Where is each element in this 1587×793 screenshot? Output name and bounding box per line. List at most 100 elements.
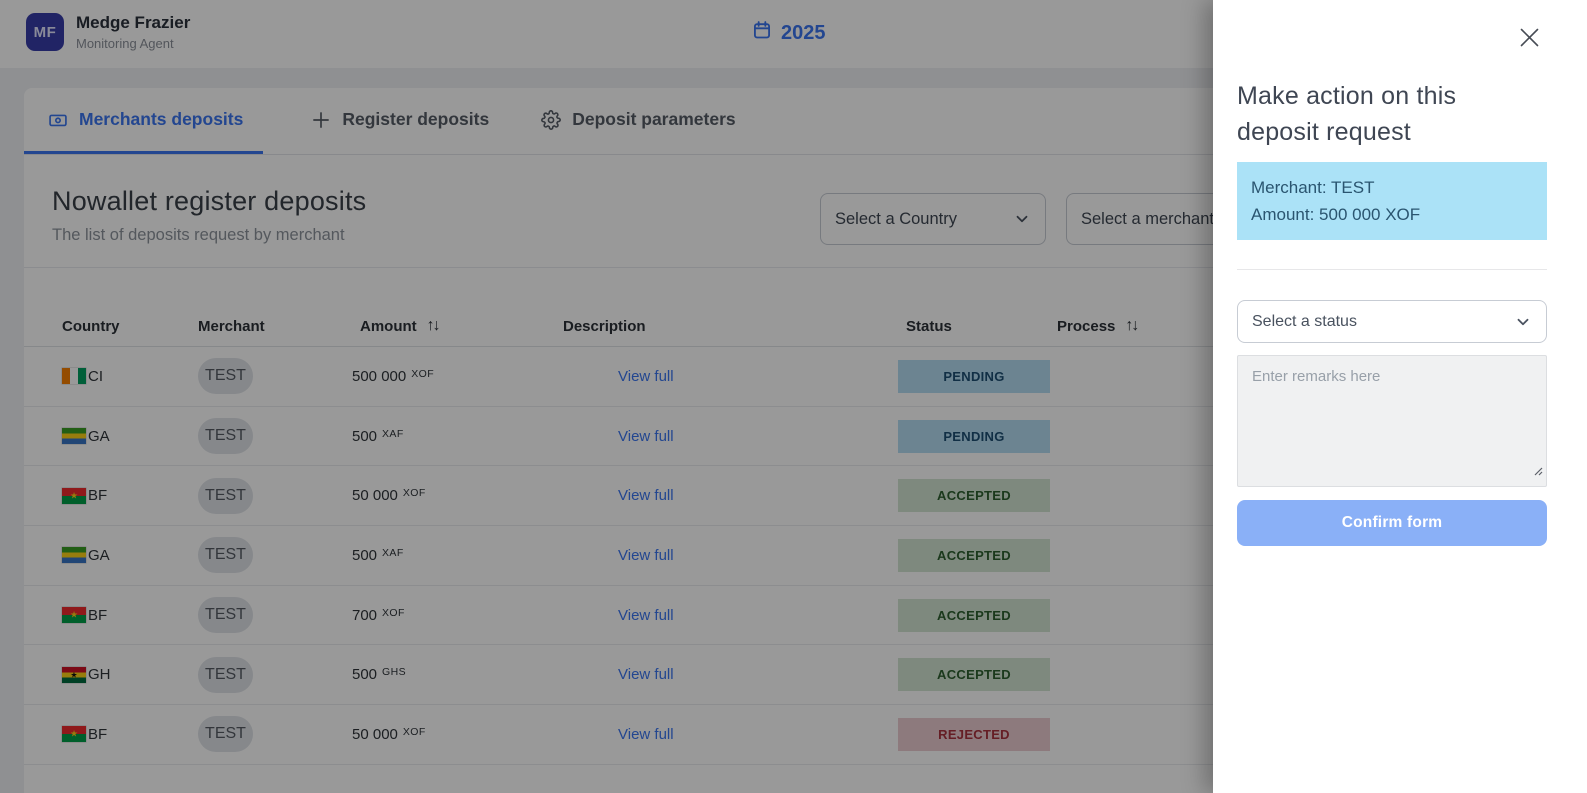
status-cell: ACCEPTED	[898, 538, 1057, 572]
merchant-pill: TEST	[198, 597, 253, 634]
description-cell: View full	[555, 368, 898, 385]
status-badge: ACCEPTED	[898, 658, 1050, 692]
country-code: BF	[88, 606, 108, 624]
amount-cell: 500 GHS	[352, 666, 555, 683]
merchant-pill: TEST	[198, 656, 253, 693]
year-picker[interactable]: 2025	[752, 20, 826, 46]
merchant-select-value: Select a merchant	[1081, 209, 1214, 228]
view-full-link[interactable]: View full	[618, 487, 674, 505]
table-row: BF TEST 50 000 XOF View full REJECTED	[24, 705, 1587, 765]
sort-process-icon[interactable]: ↑↓	[1125, 317, 1139, 334]
amount-value: 500 000	[352, 367, 407, 385]
amount-cell: 50 000 XOF	[352, 726, 555, 743]
country-flag-icon	[62, 428, 86, 445]
chevron-down-icon	[1514, 313, 1532, 331]
merchant-cell: TEST	[198, 537, 352, 574]
year-label: 2025	[781, 21, 826, 44]
tab-label: Merchants deposits	[79, 109, 244, 129]
country-select[interactable]: Select a Country	[820, 193, 1046, 245]
merchant-pill: TEST	[198, 358, 253, 395]
country-flag-icon	[62, 368, 86, 385]
merchant-cell: TEST	[198, 597, 352, 634]
amount-cell: 700 XOF	[352, 607, 555, 624]
view-full-link[interactable]: View full	[618, 367, 674, 385]
table-row: GH TEST 500 GHS View full ACCEPTED	[24, 645, 1587, 706]
currency-code: XAF	[382, 546, 404, 559]
calendar-icon	[752, 20, 772, 46]
country-code: GA	[88, 546, 110, 564]
view-full-link[interactable]: View full	[618, 725, 674, 743]
country-cell: GH	[62, 666, 198, 683]
currency-code: XOF	[382, 606, 405, 619]
country-code: BF	[88, 487, 108, 505]
info-merchant-line: Merchant: TEST	[1251, 178, 1375, 197]
amount-value: 50 000	[352, 725, 398, 743]
view-full-link[interactable]: View full	[618, 606, 674, 624]
country-code: GH	[88, 666, 111, 684]
tab-merchants-deposits[interactable]: Merchants deposits	[24, 88, 264, 154]
view-full-link[interactable]: View full	[618, 427, 674, 445]
table-row: GA TEST 500 XAF View full PENDING	[24, 407, 1587, 467]
column-header-description: Description	[563, 317, 646, 335]
view-full-link[interactable]: View full	[618, 546, 674, 564]
confirm-form-button[interactable]: Confirm form	[1237, 500, 1547, 546]
column-header-status: Status	[906, 317, 952, 335]
status-select[interactable]: Select a status	[1237, 300, 1547, 343]
status-cell: PENDING	[898, 419, 1057, 453]
country-cell: CI	[62, 368, 198, 385]
currency-code: XOF	[402, 487, 426, 500]
sort-amount-icon[interactable]: ↑↓	[426, 317, 441, 334]
close-icon[interactable]	[1518, 26, 1541, 49]
remarks-textarea[interactable]	[1237, 355, 1547, 487]
table-row: CI TEST 500 000 XOF View full PENDING	[24, 347, 1587, 407]
page-subtitle: The list of deposits request by merchant	[52, 226, 345, 244]
merchant-pill: TEST	[198, 537, 253, 574]
currency-code: XOF	[411, 367, 435, 380]
deposits-table: Country Merchant Amount ↑↓ Description S…	[24, 306, 1587, 765]
country-select-value: Select a Country	[835, 209, 957, 228]
amount-value: 500	[352, 546, 378, 564]
table-row: BF TEST 700 XOF View full ACCEPTED	[24, 586, 1587, 646]
table-body: CI TEST 500 000 XOF View full PENDING GA	[24, 347, 1587, 765]
tab-register-deposits[interactable]: Register deposits	[307, 88, 493, 154]
status-badge: ACCEPTED	[898, 598, 1050, 632]
country-code: GA	[88, 427, 110, 445]
merchant-cell: TEST	[198, 656, 352, 693]
tab-deposit-parameters[interactable]: Deposit parameters	[537, 88, 739, 154]
tab-label: Deposit parameters	[572, 109, 736, 129]
avatar: MF	[26, 13, 64, 51]
amount-value: 700	[352, 606, 378, 624]
country-flag-icon	[62, 726, 86, 743]
country-cell: GA	[62, 547, 198, 564]
table-row: BF TEST 50 000 XOF View full ACCEPTED	[24, 466, 1587, 527]
chevron-down-icon	[1013, 210, 1031, 228]
country-flag-icon	[62, 607, 86, 624]
tab-label: Register deposits	[342, 109, 490, 129]
status-badge: ACCEPTED	[898, 479, 1050, 513]
description-cell: View full	[555, 607, 898, 624]
status-badge: REJECTED	[898, 717, 1050, 751]
column-header-amount: Amount ↑↓	[360, 317, 441, 335]
merchant-pill: TEST	[198, 716, 253, 753]
resize-handle-icon[interactable]	[1533, 463, 1543, 481]
country-cell: BF	[62, 726, 198, 743]
status-badge: ACCEPTED	[898, 538, 1050, 572]
merchant-cell: TEST	[198, 716, 352, 753]
currency-code: XAF	[382, 427, 404, 440]
status-badge: PENDING	[898, 359, 1050, 393]
table-row: GA TEST 500 XAF View full ACCEPTED	[24, 526, 1587, 586]
status-badge: PENDING	[898, 419, 1050, 453]
info-amount-line: Amount: 500 000 XOF	[1251, 205, 1421, 224]
user-role: Monitoring Agent	[76, 36, 174, 51]
view-full-link[interactable]: View full	[618, 666, 674, 684]
gear-icon	[541, 109, 562, 130]
description-cell: View full	[555, 666, 898, 683]
status-cell: ACCEPTED	[898, 598, 1057, 632]
country-flag-icon	[62, 547, 86, 564]
country-flag-icon	[62, 487, 86, 504]
country-cell: BF	[62, 487, 198, 504]
merchant-pill: TEST	[198, 418, 253, 455]
drawer-title: Make action on this deposit request	[1237, 82, 1457, 146]
country-cell: BF	[62, 607, 198, 624]
merchant-cell: TEST	[198, 477, 352, 514]
